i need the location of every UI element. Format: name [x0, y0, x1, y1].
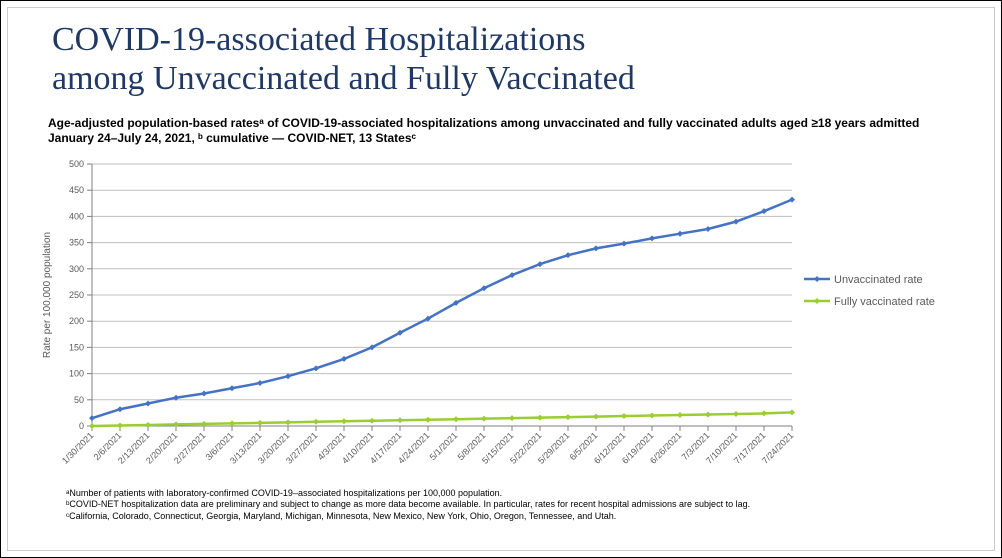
svg-text:450: 450: [69, 185, 84, 195]
chart-subtitle: Age-adjusted population-based ratesᵃ of …: [48, 116, 960, 146]
chart-title: COVID-19-associated Hospitalizations amo…: [52, 20, 970, 98]
svg-text:50: 50: [74, 395, 84, 405]
svg-text:200: 200: [69, 316, 84, 326]
title-line-1: COVID-19-associated Hospitalizations: [52, 21, 586, 58]
svg-text:400: 400: [69, 212, 84, 222]
svg-text:150: 150: [69, 343, 84, 353]
title-line-2: among Unvaccinated and Fully Vaccinated: [52, 60, 635, 97]
svg-text:Rate per 100,000 population: Rate per 100,000 population: [42, 232, 53, 358]
svg-text:100: 100: [69, 369, 84, 379]
chart-svg: 0501001502002503003504004505001/30/20212…: [32, 156, 960, 486]
footnote-c: ᶜCalifornia, Colorado, Connecticut, Geor…: [66, 511, 970, 522]
svg-text:0: 0: [79, 421, 84, 431]
svg-text:350: 350: [69, 238, 84, 248]
slide-inner: COVID-19-associated Hospitalizations amo…: [7, 7, 995, 551]
footnote-a: ᵃNumber of patients with laboratory-conf…: [66, 488, 970, 499]
svg-text:Fully vaccinated rate: Fully vaccinated rate: [834, 296, 935, 308]
slide-frame: COVID-19-associated Hospitalizations amo…: [0, 0, 1002, 558]
footnote-b: ᵇCOVID-NET hospitalization data are prel…: [66, 499, 970, 510]
svg-text:250: 250: [69, 290, 84, 300]
svg-text:1/30/2021: 1/30/2021: [60, 431, 95, 466]
svg-text:500: 500: [69, 159, 84, 169]
svg-text:5/1/2021: 5/1/2021: [428, 431, 460, 463]
svg-text:300: 300: [69, 264, 84, 274]
line-chart: 0501001502002503003504004505001/30/20212…: [32, 156, 960, 486]
svg-text:Unvaccinated rate: Unvaccinated rate: [834, 274, 923, 286]
footnotes: ᵃNumber of patients with laboratory-conf…: [66, 488, 970, 522]
